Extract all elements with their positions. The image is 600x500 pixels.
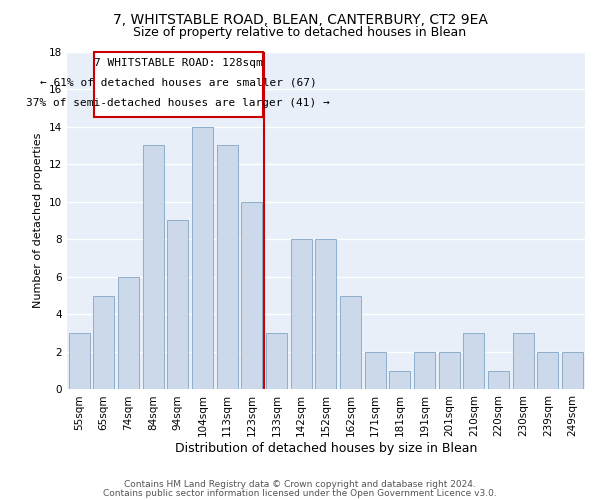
Bar	[143, 146, 164, 390]
Bar	[562, 352, 583, 390]
Bar	[192, 126, 213, 390]
Text: ← 61% of detached houses are smaller (67): ← 61% of detached houses are smaller (67…	[40, 78, 317, 88]
Bar	[266, 333, 287, 390]
Bar	[365, 352, 386, 390]
Bar	[241, 202, 262, 390]
Y-axis label: Number of detached properties: Number of detached properties	[33, 133, 43, 308]
FancyBboxPatch shape	[94, 52, 263, 117]
X-axis label: Distribution of detached houses by size in Blean: Distribution of detached houses by size …	[175, 442, 477, 455]
Bar	[167, 220, 188, 390]
Bar	[513, 333, 534, 390]
Bar	[538, 352, 559, 390]
Bar	[93, 296, 114, 390]
Bar	[439, 352, 460, 390]
Bar	[68, 333, 89, 390]
Text: Contains HM Land Registry data © Crown copyright and database right 2024.: Contains HM Land Registry data © Crown c…	[124, 480, 476, 489]
Bar	[463, 333, 484, 390]
Bar	[340, 296, 361, 390]
Bar	[488, 370, 509, 390]
Text: Size of property relative to detached houses in Blean: Size of property relative to detached ho…	[133, 26, 467, 39]
Bar	[118, 277, 139, 390]
Bar	[290, 240, 311, 390]
Bar	[389, 370, 410, 390]
Text: 37% of semi-detached houses are larger (41) →: 37% of semi-detached houses are larger (…	[26, 98, 330, 108]
Text: 7, WHITSTABLE ROAD, BLEAN, CANTERBURY, CT2 9EA: 7, WHITSTABLE ROAD, BLEAN, CANTERBURY, C…	[113, 12, 487, 26]
Text: 7 WHITSTABLE ROAD: 128sqm: 7 WHITSTABLE ROAD: 128sqm	[94, 58, 263, 68]
Text: Contains public sector information licensed under the Open Government Licence v3: Contains public sector information licen…	[103, 488, 497, 498]
Bar	[414, 352, 435, 390]
Bar	[217, 146, 238, 390]
Bar	[316, 240, 337, 390]
